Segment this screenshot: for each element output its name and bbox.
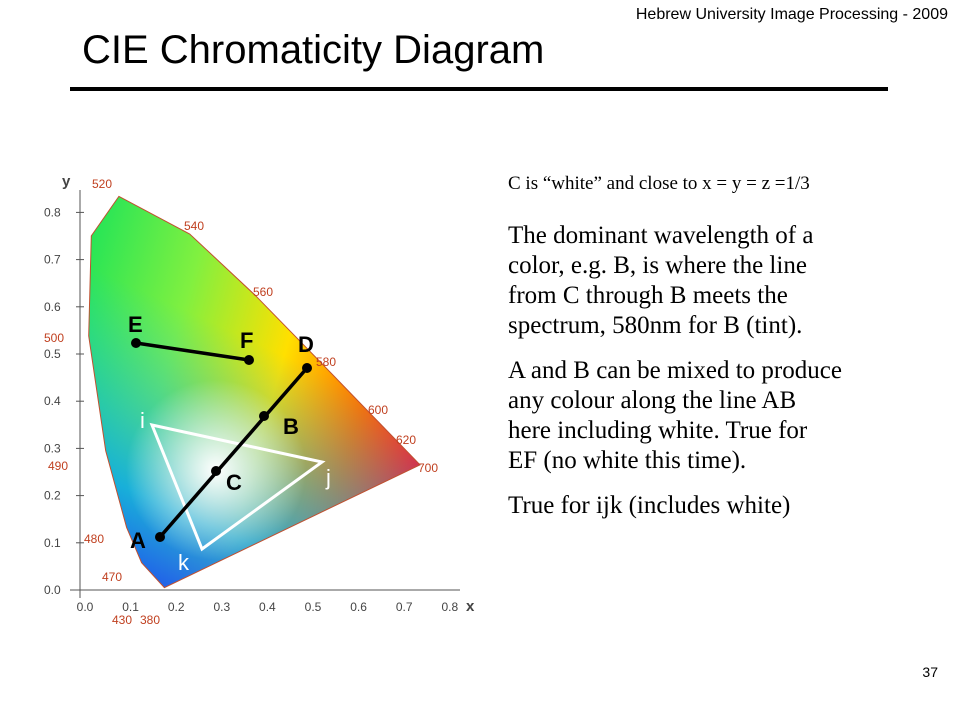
y-tick-label: 0.2 xyxy=(44,489,61,503)
wavelength-label: 490 xyxy=(48,459,68,473)
y-tick-label: 0.4 xyxy=(44,394,61,408)
point-label: C xyxy=(226,470,242,495)
x-tick-label: 0.2 xyxy=(168,600,185,614)
wavelength-label: 540 xyxy=(184,219,204,233)
x-tick-label: 0.5 xyxy=(305,600,322,614)
point xyxy=(211,466,221,476)
y-tick-label: 0.3 xyxy=(44,441,61,455)
body-text-line: color, e.g. B, is where the line xyxy=(508,252,807,279)
body-text-line: A and B can be mixed to produce xyxy=(508,357,842,384)
intro-text: C is “white” and close to x = y = z =1/3 xyxy=(508,173,810,194)
slide-title: CIE Chromaticity Diagram xyxy=(82,28,545,72)
gamut xyxy=(88,196,420,588)
point xyxy=(131,338,141,348)
wavelength-label: 700 xyxy=(418,461,438,475)
wavelength-label: 620 xyxy=(396,433,416,447)
triangle-label: j xyxy=(325,465,331,490)
line-ef xyxy=(135,341,250,362)
spectral-locus xyxy=(88,195,421,589)
y-tick-label: 0.5 xyxy=(44,347,61,361)
wavelength-label: 380 xyxy=(140,613,160,625)
x-tick-label: 0.7 xyxy=(396,600,413,614)
body-text-line: any colour along the line AB xyxy=(508,387,797,414)
y-tick-label: 0.7 xyxy=(44,253,61,267)
x-tick-label: 0.8 xyxy=(441,600,458,614)
wavelength-label: 580 xyxy=(316,355,336,369)
wavelength-label: 470 xyxy=(102,570,122,584)
triangle-label: k xyxy=(178,550,190,575)
wavelength-label: 560 xyxy=(253,285,273,299)
point xyxy=(302,363,312,373)
wavelength-label: 520 xyxy=(92,177,112,191)
y-axis-label: y xyxy=(62,175,71,190)
page-number: 37 xyxy=(922,664,938,680)
wavelength-label: 480 xyxy=(84,532,104,546)
x-tick-label: 0.3 xyxy=(213,600,230,614)
body-text-line: EF (no white this time). xyxy=(508,447,747,474)
x-tick-label: 0.6 xyxy=(350,600,367,614)
body-text-line: from C through B meets the xyxy=(508,282,788,309)
x-tick-label: 0.0 xyxy=(77,600,94,614)
course-header: Hebrew University Image Processing - 200… xyxy=(635,6,948,23)
y-tick-label: 0.8 xyxy=(44,205,61,219)
wavelength-label: 600 xyxy=(368,403,388,417)
body-text-line: The dominant wavelength of a xyxy=(508,222,814,249)
wavelength-label: 500 xyxy=(44,331,64,345)
body-text-line: True for ijk (includes white) xyxy=(508,492,791,519)
point-label: E xyxy=(128,312,143,337)
body-text-line: here including white. True for xyxy=(508,417,808,444)
chromaticity-diagram: y x 0.0 0.1 0.2 0.3 0.4 0.5 0.6 0.7 0.8 0.8 0.7 0.6 0.… xyxy=(44,175,475,625)
point xyxy=(244,355,254,365)
y-tick-label: 0.0 xyxy=(44,583,61,597)
point-label: D xyxy=(298,332,314,357)
point-label: F xyxy=(240,328,253,353)
point xyxy=(259,411,269,421)
x-axis-label: x xyxy=(466,598,475,615)
x-tick-label: 0.4 xyxy=(259,600,276,614)
triangle-ijk xyxy=(149,422,326,552)
wavelength-label: 430 xyxy=(112,613,132,625)
x-tick-label: 0.1 xyxy=(122,600,139,614)
body-text-line: spectrum, 580nm for B (tint). xyxy=(508,312,803,339)
point-label: A xyxy=(130,528,146,553)
y-tick-label: 0.1 xyxy=(44,536,61,550)
triangle-label: i xyxy=(140,408,145,433)
title-rule xyxy=(70,87,888,91)
line-ad xyxy=(158,366,309,539)
point xyxy=(155,532,165,542)
y-tick-label: 0.6 xyxy=(44,300,61,314)
point-label: B xyxy=(283,414,299,439)
